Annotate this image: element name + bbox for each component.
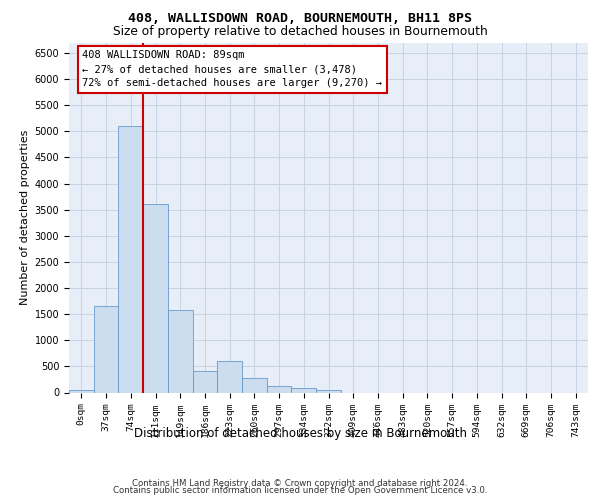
Y-axis label: Number of detached properties: Number of detached properties xyxy=(20,130,31,305)
Bar xyxy=(193,370,217,392)
Bar xyxy=(267,386,292,392)
Text: Contains public sector information licensed under the Open Government Licence v3: Contains public sector information licen… xyxy=(113,486,487,495)
Bar xyxy=(242,378,267,392)
Text: Distribution of detached houses by size in Bournemouth: Distribution of detached houses by size … xyxy=(133,428,467,440)
Bar xyxy=(118,126,143,392)
Bar xyxy=(217,361,242,392)
Bar xyxy=(292,388,316,392)
Bar xyxy=(94,306,118,392)
Bar xyxy=(316,390,341,392)
Bar xyxy=(69,390,94,392)
Text: Contains HM Land Registry data © Crown copyright and database right 2024.: Contains HM Land Registry data © Crown c… xyxy=(132,478,468,488)
Text: Size of property relative to detached houses in Bournemouth: Size of property relative to detached ho… xyxy=(113,25,487,38)
Text: 408, WALLISDOWN ROAD, BOURNEMOUTH, BH11 8PS: 408, WALLISDOWN ROAD, BOURNEMOUTH, BH11 … xyxy=(128,12,472,26)
Bar xyxy=(168,310,193,392)
Text: 408 WALLISDOWN ROAD: 89sqm
← 27% of detached houses are smaller (3,478)
72% of s: 408 WALLISDOWN ROAD: 89sqm ← 27% of deta… xyxy=(82,50,382,88)
Bar xyxy=(143,204,168,392)
